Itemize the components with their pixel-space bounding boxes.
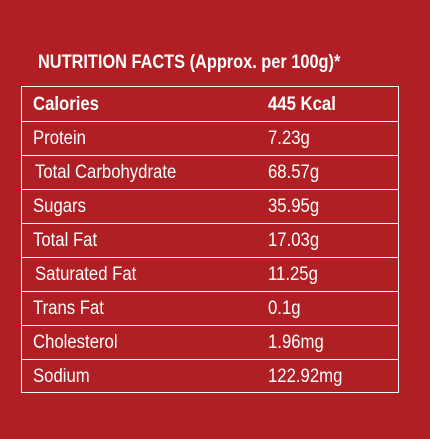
nutrient-name: Trans Fat xyxy=(33,298,104,319)
table-row: Saturated Fat 11.25g xyxy=(22,257,398,292)
nutrient-name: Protein xyxy=(33,128,86,149)
table-row: Total Carbohydrate 68.57g xyxy=(22,155,398,190)
nutrient-value: 0.1g xyxy=(268,298,301,319)
nutrient-value: 35.95g xyxy=(268,196,320,217)
nutrient-name: Cholesterol xyxy=(33,332,118,353)
nutrient-name: Total Carbohydrate xyxy=(35,162,177,183)
nutrient-value: 17.03g xyxy=(268,230,320,251)
nutrient-value: 122.92mg xyxy=(268,366,343,387)
nutrient-name: Total Fat xyxy=(33,230,98,251)
nutrient-name: Saturated Fat xyxy=(35,264,137,285)
nutrient-name: Calories xyxy=(33,93,99,115)
nutrient-value: 445 Kcal xyxy=(268,93,336,115)
table-row: Sodium 122.92mg xyxy=(22,359,398,394)
table-row: Total Fat 17.03g xyxy=(22,223,398,258)
nutrient-value: 7.23g xyxy=(268,128,310,149)
table-row: Sugars 35.95g xyxy=(22,189,398,224)
nutrient-value: 1.96mg xyxy=(268,332,324,353)
nutrient-name: Sodium xyxy=(33,366,90,387)
nutrient-value: 68.57g xyxy=(268,162,320,183)
nutrient-name: Sugars xyxy=(33,196,86,217)
nutrition-table: Calories 445 Kcal Protein 7.23g Total Ca… xyxy=(21,86,399,393)
table-row: Trans Fat 0.1g xyxy=(22,291,398,326)
table-row-calories: Calories 445 Kcal xyxy=(22,87,398,122)
nutrition-facts-title: NUTRITION FACTS (Approx. per 100g)* xyxy=(38,52,341,73)
nutrient-value: 11.25g xyxy=(268,264,318,285)
table-row: Protein 7.23g xyxy=(22,121,398,156)
table-row: Cholesterol 1.96mg xyxy=(22,325,398,360)
